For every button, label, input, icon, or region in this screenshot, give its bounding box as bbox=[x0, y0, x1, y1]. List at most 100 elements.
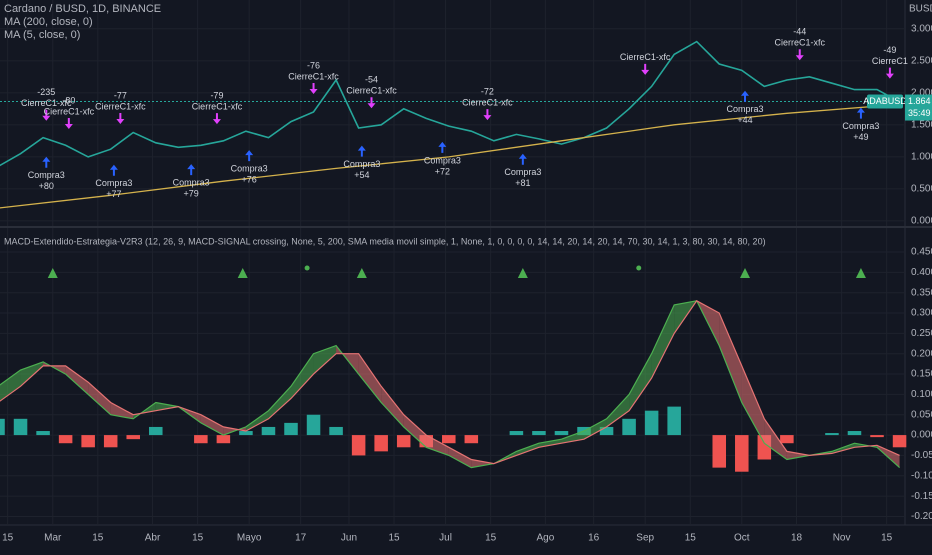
signal-triangle bbox=[47, 268, 58, 278]
cloud bbox=[200, 414, 224, 436]
price-box bbox=[905, 94, 932, 121]
cloud bbox=[88, 382, 111, 415]
buy-arrow bbox=[741, 90, 750, 102]
buy-label: Compra3 bbox=[504, 167, 541, 177]
sell-value: -76 bbox=[307, 60, 320, 70]
y-tick-label: 0.100 bbox=[911, 389, 932, 400]
sell-value: -79 bbox=[210, 91, 223, 101]
sell-arrow bbox=[212, 113, 221, 125]
y-tick-label: 0.500 bbox=[911, 184, 932, 195]
sell-arrow bbox=[483, 109, 492, 121]
x-tick-label: 18 bbox=[791, 533, 803, 544]
buy-arrow bbox=[42, 156, 51, 168]
cloud bbox=[629, 353, 652, 411]
symbol-label: ADABUSD bbox=[863, 96, 907, 106]
x-tick-label: 15 bbox=[685, 533, 697, 544]
histogram-bar bbox=[126, 435, 140, 440]
buy-value: +77 bbox=[106, 189, 121, 199]
histogram-bar bbox=[261, 426, 276, 436]
y-tick-label: -0.200 bbox=[911, 511, 932, 522]
x-tick-label: Jun bbox=[341, 533, 357, 544]
sell-value: -54 bbox=[365, 75, 378, 85]
x-tick-label: Abr bbox=[145, 533, 161, 544]
study-legend: MA (200, close, 0) bbox=[4, 16, 93, 28]
buy-arrow bbox=[245, 150, 254, 162]
grid bbox=[0, 0, 905, 525]
cloud bbox=[155, 402, 179, 411]
buy-value: +79 bbox=[184, 189, 199, 199]
histogram-bar bbox=[644, 410, 659, 436]
buy-arrow bbox=[357, 145, 366, 157]
histogram-bar bbox=[194, 435, 208, 444]
buy-label: Compra3 bbox=[343, 159, 380, 169]
x-tick-label: 15 bbox=[192, 533, 204, 544]
sell-label: CierreC1-xfc bbox=[21, 98, 72, 108]
y-tick-label: 1.000 bbox=[911, 151, 932, 162]
histogram-bar bbox=[81, 435, 95, 448]
y-tick-label: 0.050 bbox=[911, 409, 932, 420]
x-tick-label: Sep bbox=[636, 533, 654, 544]
x-tick-label: Oct bbox=[734, 533, 750, 544]
histogram-bar bbox=[13, 418, 28, 436]
sell-label: CierreC1-xfc bbox=[462, 97, 513, 107]
sell-arrow bbox=[309, 83, 318, 95]
histogram-bar bbox=[396, 435, 411, 448]
cloud bbox=[65, 365, 89, 395]
sell-label: CierreC1-xfc bbox=[95, 101, 146, 111]
histogram-bar bbox=[667, 406, 681, 436]
currency-label: BUSD bbox=[909, 4, 932, 15]
cloud bbox=[584, 418, 607, 440]
cloud bbox=[741, 365, 765, 444]
signal-triangle bbox=[517, 268, 528, 278]
histogram-bar bbox=[58, 435, 73, 444]
histogram-bar bbox=[284, 422, 298, 436]
histogram-bar bbox=[599, 426, 614, 436]
cloud bbox=[245, 410, 269, 432]
cloud bbox=[561, 431, 585, 444]
buy-label: Compra3 bbox=[726, 104, 763, 114]
sell-label: CierreC1-xfc bbox=[774, 38, 825, 48]
y-tick-label: 0.200 bbox=[911, 348, 932, 359]
buy-arrow bbox=[518, 153, 527, 165]
y-tick-label: 0.150 bbox=[911, 369, 932, 380]
cloud bbox=[0, 369, 21, 402]
x-tick-label: Mar bbox=[44, 533, 62, 544]
signal-line bbox=[0, 300, 900, 465]
buy-label: Compra3 bbox=[95, 178, 132, 188]
sell-label: CierreC1-xfc bbox=[620, 52, 671, 62]
cloud bbox=[403, 414, 427, 448]
y-tick-label: 0.400 bbox=[911, 267, 932, 278]
signal-triangle bbox=[855, 268, 866, 278]
histogram-bar bbox=[532, 431, 546, 436]
symbol-title: Cardano / BUSD, 1D, BINANCE bbox=[4, 3, 161, 15]
buy-value: +44 bbox=[737, 115, 752, 125]
sell-arrow bbox=[116, 113, 125, 125]
x-tick-label: 15 bbox=[881, 533, 893, 544]
sell-value: -77 bbox=[114, 90, 127, 100]
buy-value: +80 bbox=[39, 181, 54, 191]
histogram-bar bbox=[712, 435, 727, 468]
study-legend: MA (5, close, 0) bbox=[4, 29, 80, 41]
buy-value: +72 bbox=[435, 166, 450, 176]
histogram-bar bbox=[306, 414, 321, 436]
moving-average bbox=[0, 103, 900, 209]
signal-dot bbox=[636, 265, 642, 271]
y-tick-label: 0.450 bbox=[911, 247, 932, 258]
buy-label: Compra3 bbox=[28, 170, 65, 180]
sell-arrow bbox=[367, 97, 376, 109]
cloud bbox=[606, 394, 630, 427]
x-tick-label: Ago bbox=[536, 533, 554, 544]
histogram-bar bbox=[329, 426, 343, 436]
histogram-bar bbox=[374, 435, 388, 452]
cloud bbox=[268, 386, 292, 419]
sell-arrow bbox=[795, 49, 804, 61]
sell-value: -72 bbox=[481, 86, 494, 96]
y-tick-label: 0.250 bbox=[911, 328, 932, 339]
y-tick-label: 2.000 bbox=[911, 87, 932, 98]
buy-arrow bbox=[109, 164, 118, 176]
sell-label: CierreC1-xfc bbox=[288, 71, 339, 81]
sell-value: -235 bbox=[37, 87, 55, 97]
sell-label: CierreC1-xfc bbox=[192, 102, 243, 112]
signal-triangle bbox=[356, 268, 367, 278]
buy-value: +76 bbox=[242, 175, 257, 185]
